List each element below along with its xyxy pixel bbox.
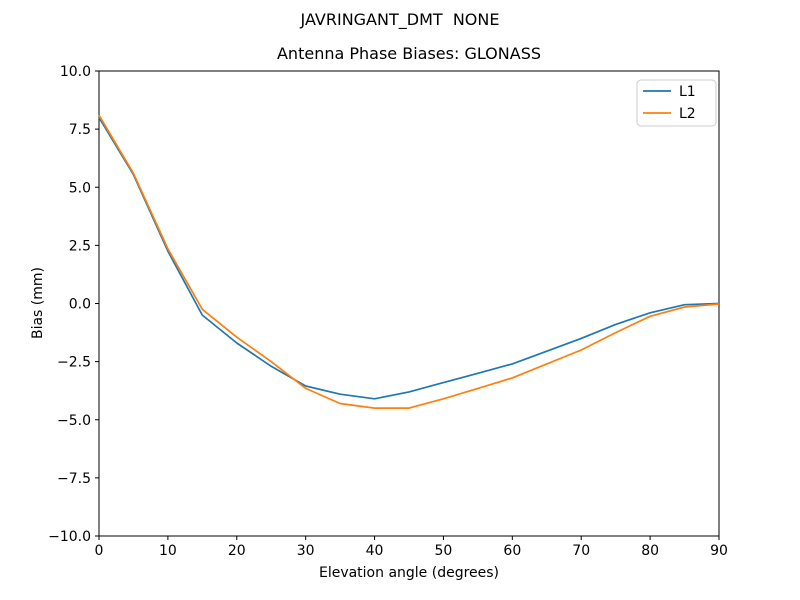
y-tick-label: 2.5 <box>69 238 91 254</box>
y-tick-label: −7.5 <box>57 471 91 487</box>
y-tick-label: 7.5 <box>69 122 91 138</box>
y-tick-label: −2.5 <box>57 355 91 371</box>
series-line-L1 <box>98 117 720 400</box>
x-tick-label: 40 <box>366 543 384 559</box>
x-axis-label: Elevation angle (degrees) <box>318 565 500 581</box>
series-line-L2 <box>98 114 720 409</box>
y-axis-label: Bias (mm) <box>30 266 46 340</box>
legend-label-L1: L1 <box>679 84 696 100</box>
x-tick-label: 60 <box>503 543 521 559</box>
legend-label-L2: L2 <box>679 106 696 122</box>
plot-frame <box>98 70 720 537</box>
x-tick-label: 80 <box>641 543 659 559</box>
x-tick-label: 10 <box>159 543 177 559</box>
figure-title: JAVRINGANT_DMT NONE <box>300 10 500 29</box>
x-tick-label: 0 <box>95 543 104 559</box>
y-tick-label: −10.0 <box>48 529 91 545</box>
y-tick-label: −5.0 <box>57 413 91 429</box>
y-tick-label: 5.0 <box>69 180 91 196</box>
x-tick-label: 20 <box>228 543 246 559</box>
x-tick-label: 70 <box>572 543 590 559</box>
axes-title: Antenna Phase Biases: GLONASS <box>276 44 541 63</box>
y-tick-label: 0.0 <box>69 297 91 313</box>
legend-box <box>636 79 717 127</box>
x-tick-label: 90 <box>710 543 728 559</box>
x-tick-label: 30 <box>297 543 315 559</box>
y-tick-label: 10.0 <box>60 64 91 80</box>
x-tick-label: 50 <box>435 543 453 559</box>
